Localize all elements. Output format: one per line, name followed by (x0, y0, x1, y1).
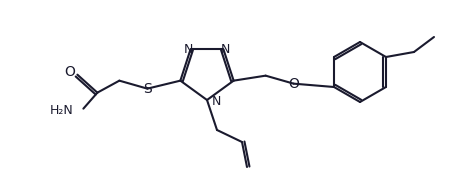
Text: N: N (184, 43, 193, 56)
Text: O: O (64, 65, 75, 79)
Text: O: O (288, 77, 299, 91)
Text: N: N (221, 43, 230, 56)
Text: H₂N: H₂N (49, 104, 73, 117)
Text: S: S (143, 82, 152, 96)
Text: N: N (212, 94, 221, 108)
